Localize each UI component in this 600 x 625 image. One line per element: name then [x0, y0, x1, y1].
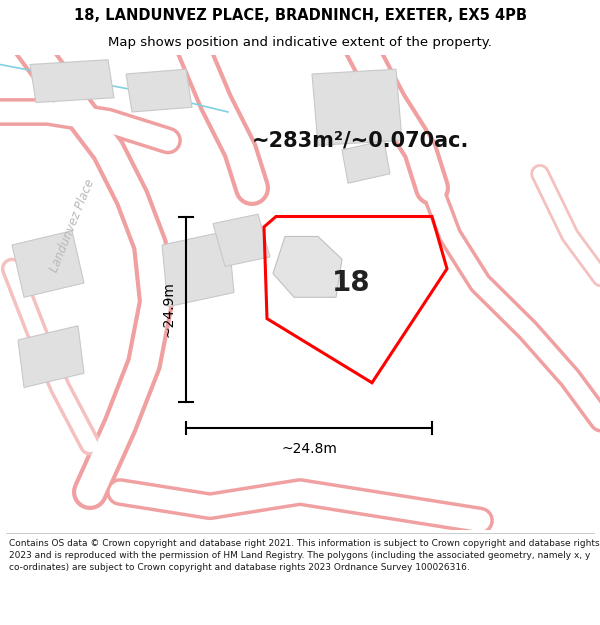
Polygon shape: [342, 141, 390, 183]
Polygon shape: [162, 231, 234, 307]
Polygon shape: [18, 326, 84, 388]
Text: ~283m²/~0.070ac.: ~283m²/~0.070ac.: [252, 131, 469, 151]
Text: ~24.8m: ~24.8m: [281, 442, 337, 456]
Polygon shape: [273, 236, 342, 298]
Polygon shape: [126, 69, 192, 112]
Polygon shape: [30, 60, 114, 102]
Text: Contains OS data © Crown copyright and database right 2021. This information is : Contains OS data © Crown copyright and d…: [9, 539, 599, 572]
Text: 18: 18: [332, 269, 370, 297]
Text: ~24.9m: ~24.9m: [161, 281, 175, 337]
Polygon shape: [213, 214, 270, 266]
Text: Landunvez Place: Landunvez Place: [47, 177, 97, 274]
Polygon shape: [12, 231, 84, 298]
Text: 18, LANDUNVEZ PLACE, BRADNINCH, EXETER, EX5 4PB: 18, LANDUNVEZ PLACE, BRADNINCH, EXETER, …: [74, 8, 527, 23]
Text: Map shows position and indicative extent of the property.: Map shows position and indicative extent…: [108, 36, 492, 49]
Polygon shape: [312, 69, 402, 145]
